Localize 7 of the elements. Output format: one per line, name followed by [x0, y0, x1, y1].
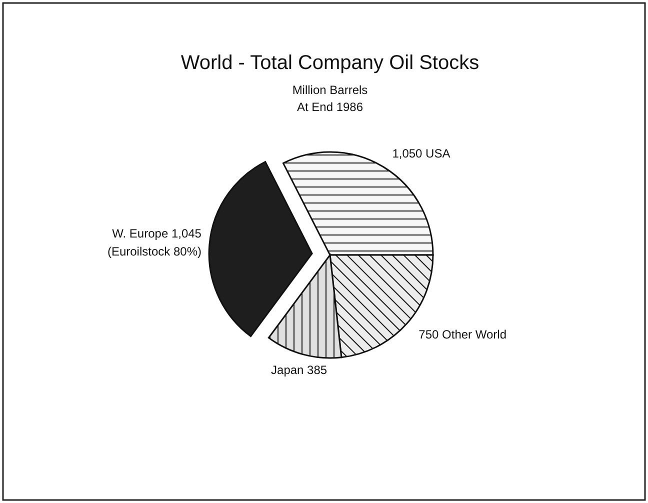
slice-label: 1,050 USA	[392, 146, 450, 161]
text: (Euroilstock 80%)	[107, 244, 202, 259]
chart-subtitle: Million Barrels At End 1986	[292, 83, 368, 114]
chart-title: World - Total Company Oil Stocks	[180, 52, 480, 74]
slice-label: Japan 385	[271, 362, 328, 377]
slice-label: 750 Other World	[418, 327, 507, 342]
slice-label: W. Europe 1,045	[112, 226, 202, 241]
